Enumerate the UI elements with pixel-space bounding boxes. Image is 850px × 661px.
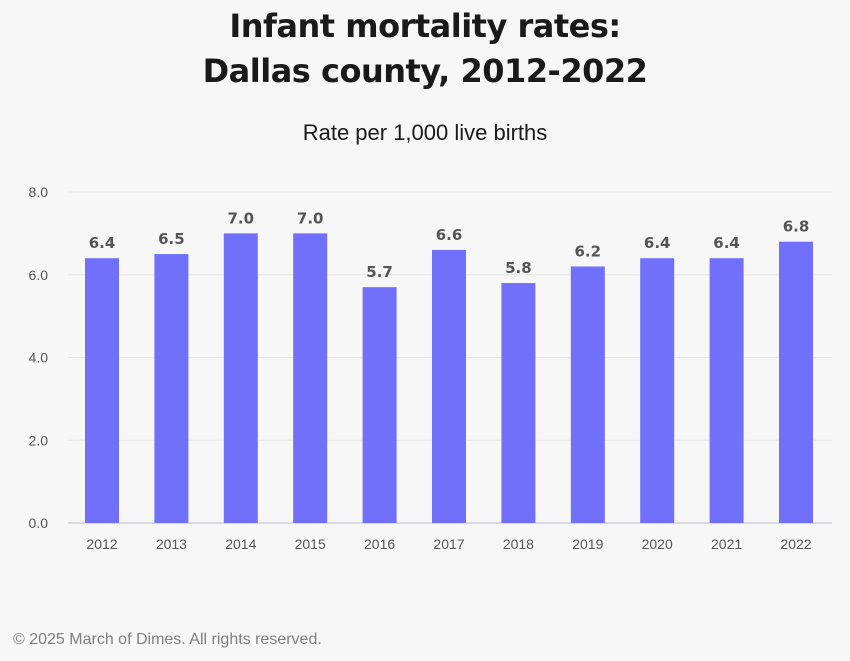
data-label: 6.4 — [644, 234, 671, 252]
y-tick-label: 8.0 — [29, 184, 49, 200]
bar — [570, 266, 605, 523]
data-label: 5.8 — [505, 259, 532, 277]
data-label: 7.0 — [228, 209, 255, 227]
bars — [85, 233, 813, 524]
chart-subtitle: Rate per 1,000 live births — [302, 120, 548, 145]
bar — [640, 258, 675, 523]
chart-title: Infant mortality rates: Dallas county, 2… — [0, 4, 850, 94]
x-tick-label: 2016 — [364, 536, 395, 552]
data-label: 6.6 — [436, 226, 463, 244]
bar — [432, 249, 466, 524]
bar — [154, 254, 189, 523]
x-tick-label: 2018 — [503, 536, 534, 552]
bar — [293, 233, 328, 523]
y-tick-label: 0.0 — [29, 515, 49, 531]
data-label: 5.7 — [366, 263, 393, 281]
data-label: 6.5 — [158, 230, 185, 248]
data-label: 7.0 — [297, 209, 324, 227]
data-label: 6.4 — [713, 234, 740, 252]
x-tick-label: 2015 — [295, 536, 326, 552]
data-label: 6.2 — [575, 242, 602, 260]
y-tick-label: 6.0 — [29, 267, 49, 283]
data-label: 6.8 — [783, 218, 810, 236]
y-tick-label: 4.0 — [29, 350, 49, 366]
data-label: 6.4 — [89, 234, 116, 252]
bar-chart: 0.0 2.0 4.0 6.0 8.0 6.4 6.5 7.0 7.0 5.7 6.6 5.8 6.2… — [29, 184, 832, 552]
chart-title-line1: Infant mortality rates: — [229, 7, 621, 45]
x-tick-label: 2020 — [642, 536, 673, 552]
x-tick-label: 2021 — [711, 536, 742, 552]
x-tick-label: 2014 — [225, 536, 256, 552]
x-tick-label: 2013 — [156, 536, 187, 552]
x-tick-label: 2022 — [780, 536, 811, 552]
bar — [709, 258, 744, 523]
x-axis-ticks: 2012 2013 2014 2015 2016 2017 2018 2019 2020 2021… — [86, 536, 811, 552]
bar — [362, 287, 397, 523]
x-tick-label: 2017 — [433, 536, 464, 552]
y-tick-label: 2.0 — [29, 432, 49, 448]
bar — [501, 283, 536, 523]
data-labels: 6.4 6.5 7.0 7.0 5.7 6.6 5.8 6.2 6.4 6.4 6.8 — [89, 209, 810, 281]
bar — [85, 258, 119, 523]
bar — [223, 233, 258, 523]
bar — [779, 241, 813, 523]
x-tick-label: 2012 — [86, 536, 117, 552]
chart-title-line2: Dallas county, 2012-2022 — [202, 52, 648, 90]
x-tick-label: 2019 — [572, 536, 603, 552]
y-axis-ticks: 0.0 2.0 4.0 6.0 8.0 — [29, 184, 49, 531]
copyright-footer: © 2025 March of Dimes. All rights reserv… — [13, 631, 322, 648]
